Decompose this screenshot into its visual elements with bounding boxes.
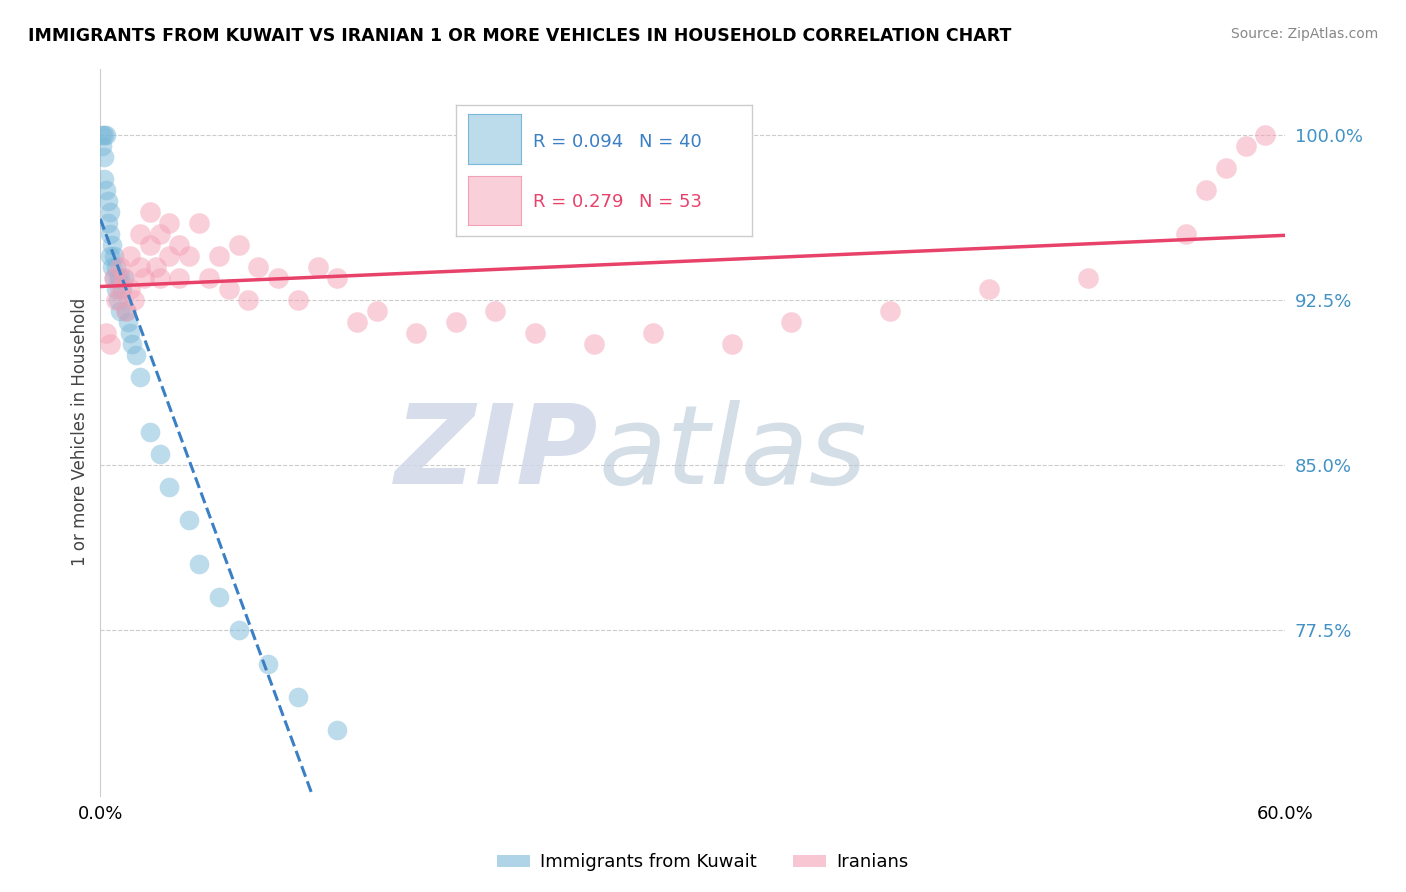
Point [879, 304, 901, 318]
Point [128, 260, 150, 274]
Point [103, 271, 125, 285]
Point [149, 271, 172, 285]
Point [977, 282, 1000, 296]
Point [98, 227, 121, 241]
Point [97, 194, 120, 208]
Point [107, 271, 129, 285]
Point [108, 282, 131, 296]
Point [107, 293, 129, 307]
Point [307, 260, 329, 274]
Point [149, 227, 172, 241]
Point [218, 282, 240, 296]
Point [1254, 128, 1277, 142]
Point [96, 326, 118, 340]
Point [326, 723, 349, 737]
Point [98, 249, 121, 263]
Point [1195, 183, 1218, 197]
Point [108, 304, 131, 318]
Point [91, 138, 114, 153]
Point [111, 282, 134, 296]
Point [121, 337, 143, 351]
Point [97, 216, 120, 230]
Point [132, 271, 155, 285]
Point [247, 260, 270, 274]
Point [208, 591, 231, 605]
Point [91, 128, 114, 142]
Point [115, 304, 138, 318]
Y-axis label: 1 or more Vehicles in Household: 1 or more Vehicles in Household [72, 298, 89, 566]
Point [105, 282, 128, 296]
Point [159, 249, 181, 263]
Point [128, 370, 150, 384]
Point [780, 315, 803, 329]
Point [115, 304, 138, 318]
Point [326, 271, 349, 285]
Point [149, 447, 172, 461]
Point [169, 271, 191, 285]
Point [101, 260, 124, 274]
Point [267, 271, 290, 285]
Text: ZIP: ZIP [395, 401, 598, 508]
Point [1215, 161, 1237, 175]
Point [105, 260, 128, 274]
Point [366, 304, 388, 318]
Point [118, 326, 141, 340]
Point [118, 282, 141, 296]
Legend: Immigrants from Kuwait, Iranians: Immigrants from Kuwait, Iranians [489, 847, 917, 879]
Text: IMMIGRANTS FROM KUWAIT VS IRANIAN 1 OR MORE VEHICLES IN HOUSEHOLD CORRELATION CH: IMMIGRANTS FROM KUWAIT VS IRANIAN 1 OR M… [28, 27, 1011, 45]
Point [238, 293, 260, 307]
Point [93, 171, 115, 186]
Point [138, 425, 160, 439]
Point [105, 293, 128, 307]
Point [484, 304, 506, 318]
Point [98, 204, 121, 219]
Point [96, 183, 118, 197]
Point [96, 128, 118, 142]
Point [138, 204, 160, 219]
Point [103, 249, 125, 263]
Point [159, 480, 181, 494]
Point [145, 260, 167, 274]
Point [169, 237, 191, 252]
Point [228, 237, 250, 252]
Point [228, 624, 250, 638]
Text: Source: ZipAtlas.com: Source: ZipAtlas.com [1230, 27, 1378, 41]
Point [112, 271, 135, 285]
Point [159, 216, 181, 230]
Point [444, 315, 467, 329]
Point [523, 326, 546, 340]
Point [138, 237, 160, 252]
Point [582, 337, 605, 351]
Point [122, 293, 145, 307]
Point [188, 558, 211, 572]
Point [1175, 227, 1198, 241]
Point [179, 513, 201, 527]
Point [101, 237, 124, 252]
Point [405, 326, 427, 340]
Point [118, 249, 141, 263]
Point [128, 227, 150, 241]
Point [643, 326, 665, 340]
Point [179, 249, 201, 263]
Point [1234, 138, 1257, 153]
Point [98, 337, 121, 351]
Point [257, 657, 280, 671]
Point [198, 271, 221, 285]
Point [93, 128, 115, 142]
Point [287, 293, 309, 307]
Point [112, 271, 135, 285]
Point [108, 271, 131, 285]
Point [93, 150, 115, 164]
Point [125, 348, 148, 362]
Point [117, 315, 139, 329]
Point [188, 216, 211, 230]
Point [287, 690, 309, 704]
Point [108, 260, 131, 274]
Point [208, 249, 231, 263]
Point [721, 337, 744, 351]
Point [103, 271, 125, 285]
Point [1077, 271, 1099, 285]
Point [346, 315, 368, 329]
Text: atlas: atlas [598, 401, 866, 508]
